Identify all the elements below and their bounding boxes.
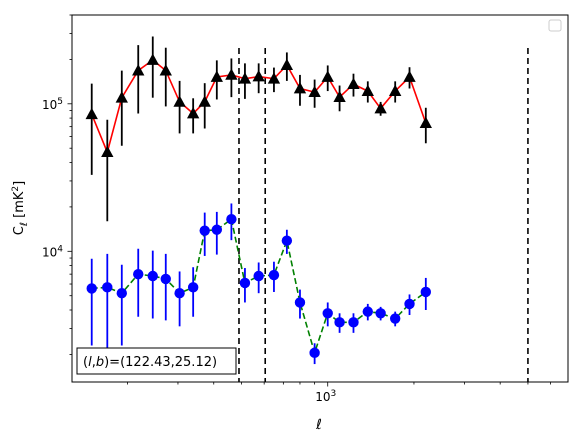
data-point [308, 85, 321, 98]
data-point [160, 273, 171, 285]
data-point [374, 101, 387, 114]
data-point [375, 308, 386, 319]
data-point [420, 286, 432, 298]
y-label-c: C [12, 226, 27, 235]
y-tick-base: 10 [42, 98, 57, 112]
data-point [253, 270, 264, 282]
data-point [321, 70, 334, 82]
series-0 [85, 36, 432, 222]
y-label-sup: 2 [11, 186, 21, 192]
data-point [404, 298, 415, 310]
data-point [210, 70, 223, 82]
data-point [173, 95, 186, 107]
annotation-l: l [88, 355, 92, 370]
data-point [389, 313, 401, 324]
data-point [198, 95, 211, 107]
data-point [211, 224, 223, 235]
x-tick-exp: 3 [330, 389, 336, 399]
data-point [102, 282, 113, 293]
y-tick-label: 105 [42, 97, 63, 112]
annotation-b: b [96, 355, 104, 370]
data-point [115, 91, 128, 103]
data-point [225, 68, 238, 80]
data-point [238, 72, 252, 84]
y-tick-label: 104 [42, 244, 63, 259]
data-point [133, 268, 144, 280]
data-point [147, 270, 158, 282]
annotation-comma: , [92, 355, 96, 370]
plot-frame [71, 14, 569, 383]
data-point [86, 283, 97, 294]
data-point [281, 235, 293, 246]
data-point [389, 84, 402, 96]
data-point [159, 64, 172, 76]
data-point [419, 116, 432, 128]
data-point [362, 306, 373, 317]
data-point [334, 317, 345, 328]
data-point [280, 58, 294, 70]
annotation-text: (l,b)=(122.43,25.12) [83, 355, 217, 370]
data-point [294, 297, 306, 308]
data-point [268, 269, 280, 281]
data-point [361, 84, 374, 96]
data-point [267, 72, 281, 84]
data-point [322, 308, 333, 319]
data-point [85, 107, 98, 120]
data-point [146, 53, 159, 65]
data-point [132, 64, 145, 76]
x-tick-label: 103 [315, 389, 336, 404]
y-tick-base: 10 [42, 245, 57, 259]
y-label-close: ] [12, 181, 27, 186]
y-axis-label: Cℓ [mK2] [11, 181, 30, 235]
legend-box [548, 19, 562, 32]
annotation-rest: )=(122.43,25.12) [104, 355, 217, 370]
data-point [333, 90, 346, 102]
series-1 [86, 203, 432, 365]
y-label-unit: [mK [12, 191, 27, 222]
data-point [226, 214, 237, 225]
data-point [101, 145, 114, 158]
data-point [293, 81, 307, 94]
y-tick-exp: 4 [57, 244, 63, 254]
data-point [187, 282, 199, 293]
y-label-sub: ℓ [19, 222, 30, 226]
data-point [252, 70, 265, 82]
plot-area [72, 15, 568, 382]
x-axis-label: ℓ [315, 417, 322, 433]
data-point [186, 106, 200, 119]
data-point [116, 287, 127, 299]
data-point [174, 287, 185, 299]
x-tick-base: 10 [315, 390, 330, 404]
data-point [199, 225, 210, 236]
y-tick-exp: 5 [57, 97, 63, 107]
annotation-open: ( [83, 355, 88, 370]
data-point [348, 317, 359, 328]
data-point [347, 77, 360, 89]
annotation-box: (l,b)=(122.43,25.12) [76, 347, 237, 375]
data-point [403, 70, 416, 82]
data-point [309, 347, 320, 359]
data-point [239, 277, 251, 289]
